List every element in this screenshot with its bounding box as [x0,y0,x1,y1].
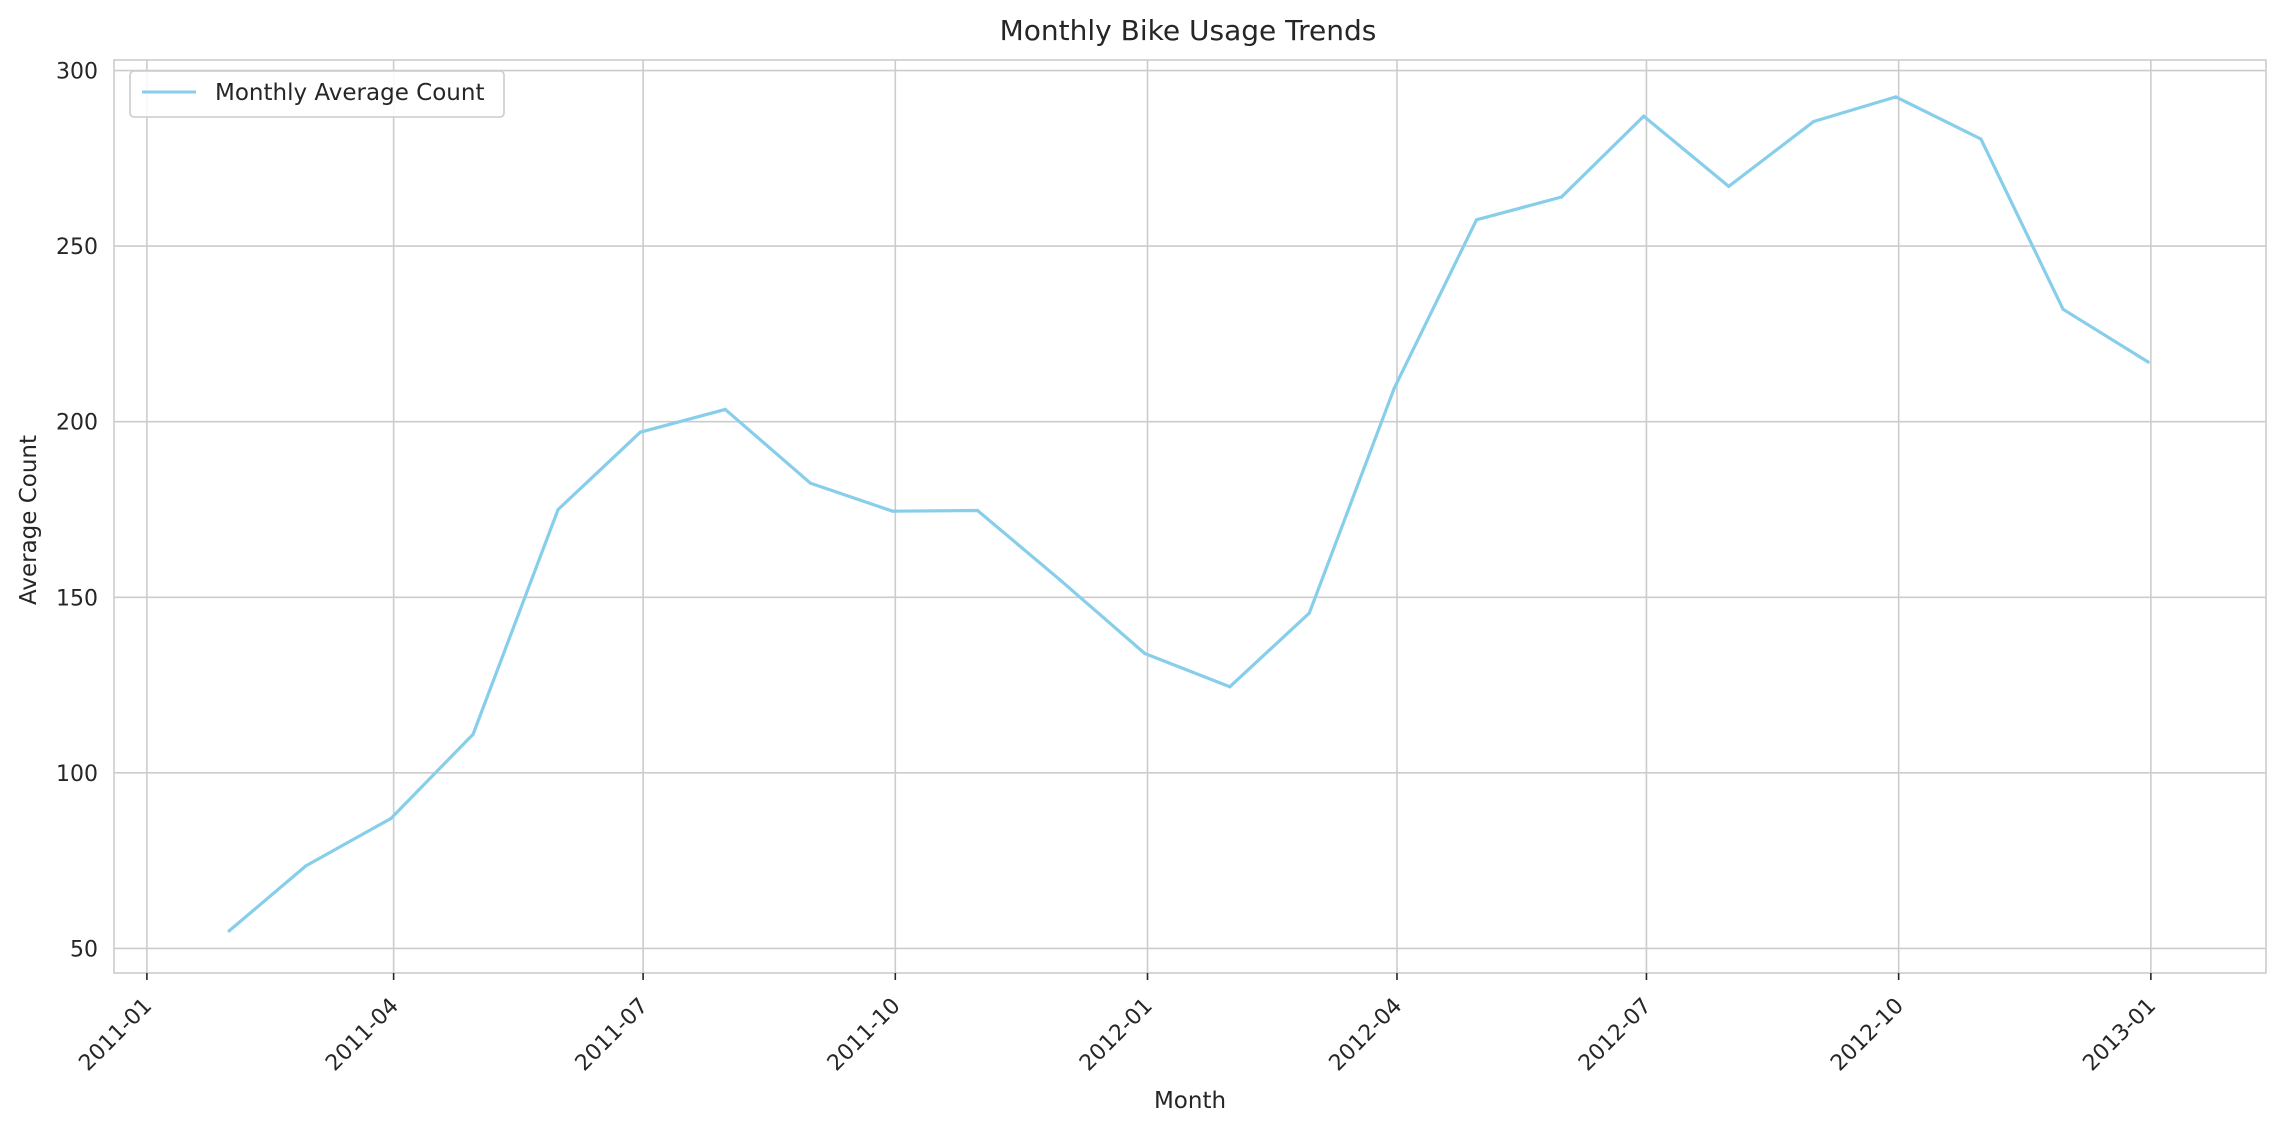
legend-entry-monthly-average-count: Monthly Average Count [215,80,484,106]
data-point-2011-02-28 [304,864,308,868]
data-point-2011-10-31 [975,508,980,513]
legend: Monthly Average Count [129,70,505,118]
x-tick-label-2011-07: 2011-07 [571,994,654,1077]
data-point-2011-01-31 [227,929,231,933]
y-tick-label-250: 250 [56,235,98,260]
data-point-2012-10-31 [1979,137,1983,141]
data-point-2011-08-31 [808,481,812,485]
data-point-2011-06-30 [638,430,642,434]
y-tick-labels: 50 100 150 200 250 300 [56,60,98,963]
x-tick-label-2013-01: 2013-01 [2078,994,2161,1077]
x-tick-label-2011-01: 2011-01 [74,994,157,1077]
data-point-2012-02-29 [1307,611,1311,615]
data-point-2011-07-31 [723,407,727,411]
y-tick-label-50: 50 [70,937,98,962]
x-gridlines [146,60,2152,973]
data-point-2012-04-30 [1474,218,1479,222]
data-point-2012-03-31 [1392,386,1396,390]
x-tick-labels: 2011-01 2011-04 2011-07 2011-10 2012-01 2012-… [74,973,2161,1076]
y-axis-label: Average Count [16,435,42,605]
data-point-2012-12-31 [2146,360,2150,364]
x-tick-label-2012-01: 2012-01 [1075,994,1158,1077]
data-point-2011-12-31 [1143,651,1147,656]
legend-box [129,70,505,118]
data-point-2012-01-31 [1228,685,1232,689]
data-point-2012-06-30 [1642,114,1646,118]
x-tick-label-2011-04: 2011-04 [321,994,404,1077]
data-point-2012-05-31 [1559,195,1564,199]
y-tick-label-150: 150 [56,586,98,611]
data-point-2011-11-30 [1058,578,1062,582]
y-tick-label-300: 300 [56,60,98,85]
data-point-2011-09-30 [891,509,895,513]
plot-frame [113,59,2267,974]
data-point-2011-05-31 [556,507,560,512]
y-tick-label-200: 200 [56,411,98,436]
x-tick-label-2012-10: 2012-10 [1826,994,1909,1077]
data-point-2011-04-30 [471,732,475,736]
chart-title: Monthly Bike Usage Trends [1000,14,1377,47]
x-tick-label-2012-04: 2012-04 [1325,994,1408,1077]
data-point-2012-11-30 [2061,307,2065,311]
x-tick-label-2012-07: 2012-07 [1574,994,1657,1077]
data-point-2012-08-31 [1812,119,1816,124]
x-axis-label: Month [1154,1088,1226,1114]
x-tick-label-2011-10: 2011-10 [823,994,906,1077]
data-point-2012-07-31 [1727,184,1731,188]
data-point-2012-09-30 [1894,95,1898,99]
series-line-0 [227,95,2150,933]
y-gridlines [114,69,2266,950]
data-point-2011-03-31 [389,816,393,821]
series-layer [227,95,2150,933]
y-tick-label-100: 100 [56,762,98,787]
